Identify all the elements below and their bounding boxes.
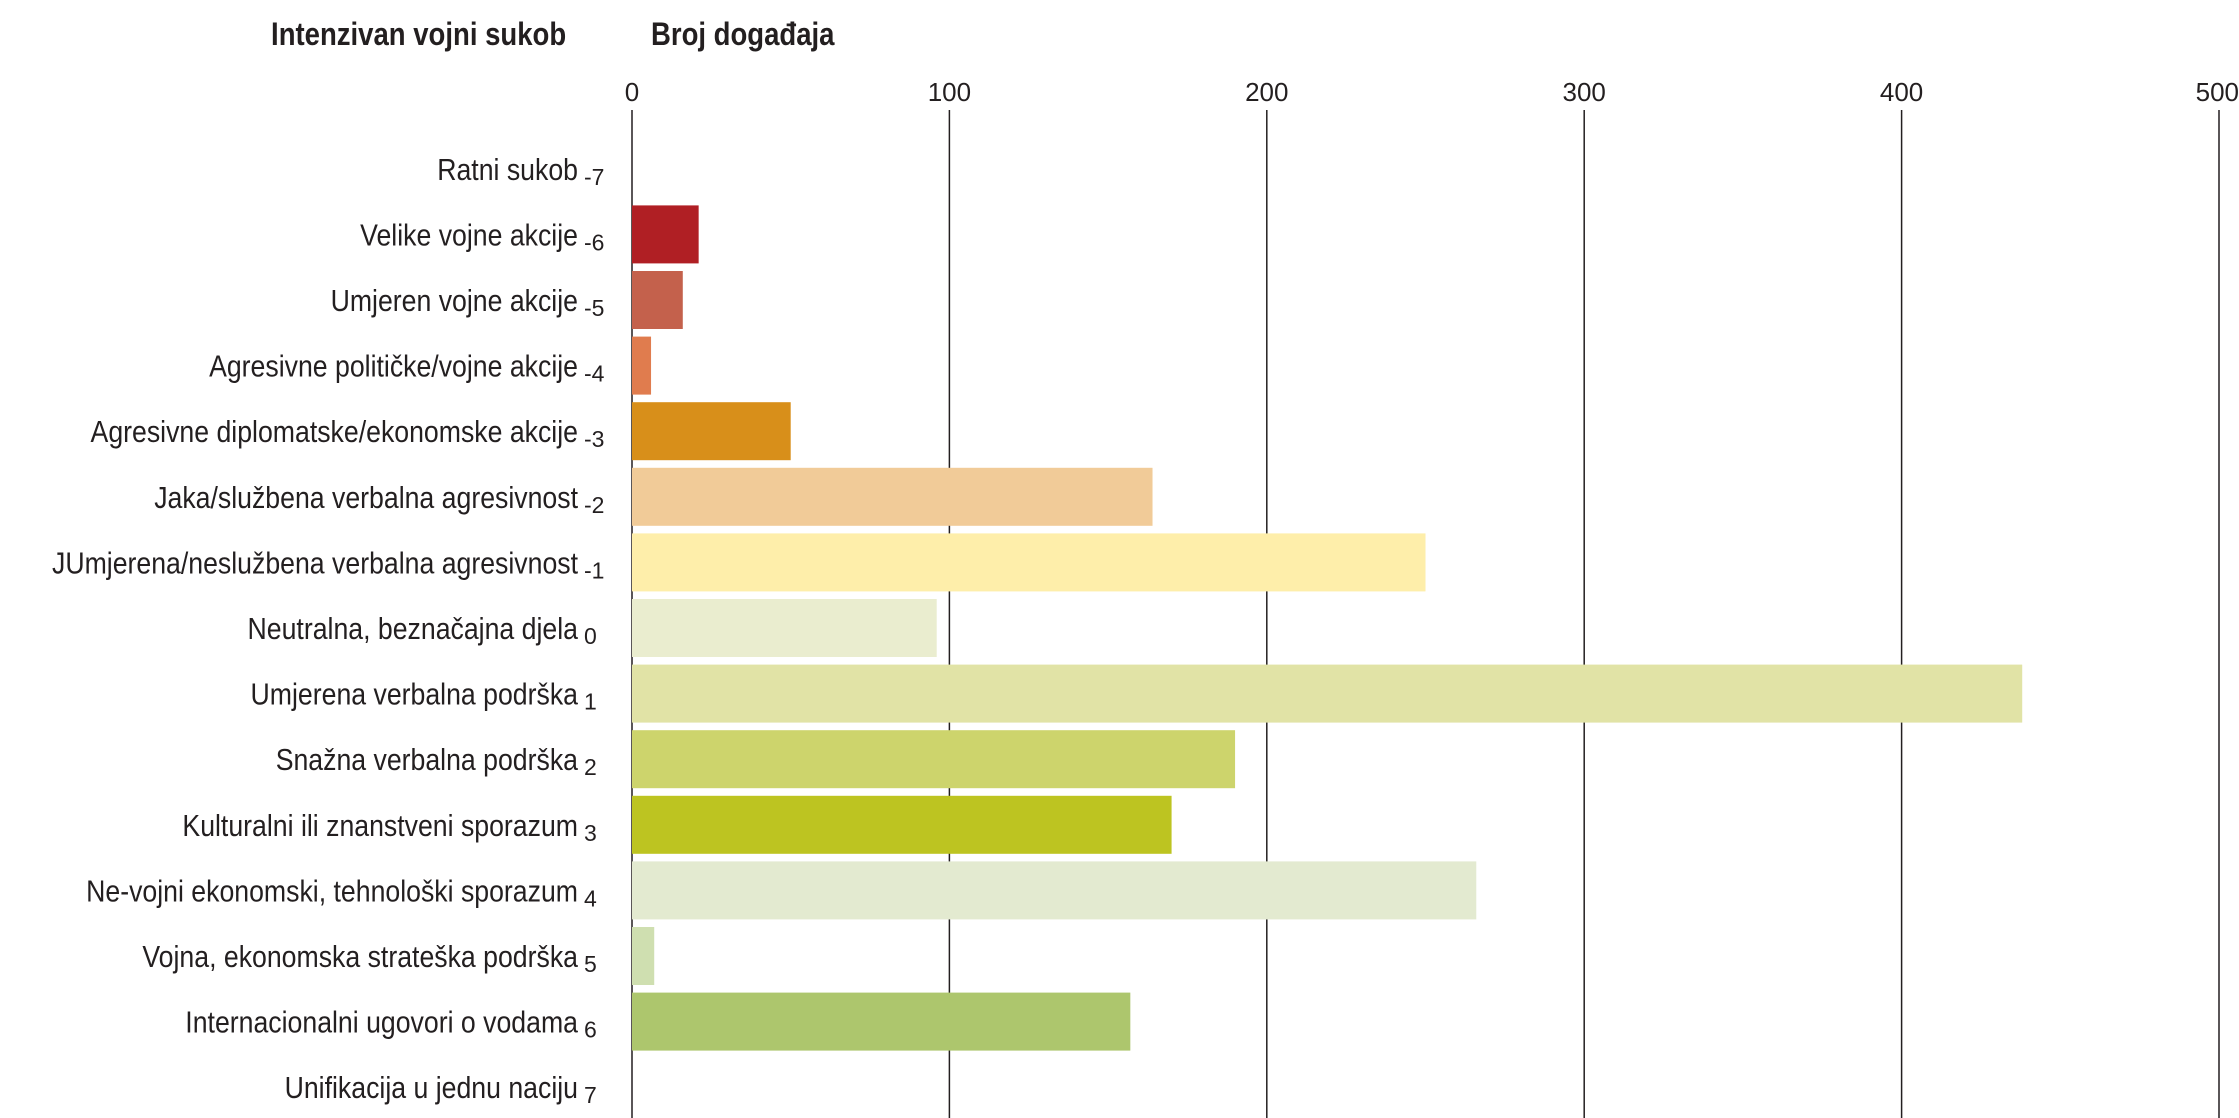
bar: [632, 271, 683, 329]
row-code: 4: [584, 885, 597, 911]
row-label: Neutralna, beznačajna djela: [248, 612, 579, 646]
row-label: Ratni sukob: [437, 153, 578, 187]
bar: [632, 795, 1172, 854]
row-label: Ne-vojni ekonomski, tehnološki sporazum: [86, 875, 578, 909]
category-header: Intenzivan vojni sukob: [270, 16, 566, 52]
row-label: Unifikacija u jednu naciju: [285, 1071, 578, 1105]
row-label: Jaka/službena verbalna agresivnost: [154, 481, 578, 515]
row-code: 5: [584, 951, 597, 977]
row-code: 6: [584, 1017, 597, 1043]
row-label: Snažna verbalna podrška: [276, 743, 579, 777]
row-code: 1: [584, 689, 597, 715]
row-code: 0: [584, 623, 597, 649]
bar: [632, 730, 1236, 789]
bar: [632, 927, 655, 985]
row-label: Agresivne političke/vojne akcije: [209, 350, 578, 384]
bar: [632, 467, 1153, 526]
x-tick-label: 200: [1245, 77, 1288, 107]
bars: [632, 205, 2023, 1051]
row-code: 3: [584, 820, 597, 846]
row-code: -7: [584, 164, 604, 190]
row-code: -3: [584, 426, 604, 452]
bar: [632, 992, 1131, 1051]
row-code: 7: [584, 1082, 597, 1108]
row-label: Velike vojne akcije: [360, 219, 578, 253]
row-label: Kulturalni ili znanstveni sporazum: [182, 809, 578, 843]
bar: [632, 533, 1426, 592]
x-tick-label: 100: [928, 77, 971, 107]
bar: [632, 336, 652, 395]
x-tick-label: 400: [1880, 77, 1923, 107]
row-labels: Ratni sukob -7 Velike vojne akcije -6 Umjere…: [52, 153, 605, 1108]
row-label: Umjeren vojne akcije: [331, 284, 578, 318]
bar: [632, 402, 791, 461]
value-header: Broj događaja: [651, 16, 835, 52]
row-code: -1: [584, 557, 604, 583]
row-label: Internacionalni ugovori o vodama: [185, 1006, 579, 1040]
x-tick-labels: 0 100 200 300 400 500: [625, 77, 2239, 107]
row-label: JUmjerena/neslužbena verbalna agresivnos…: [52, 547, 578, 581]
bar: [632, 861, 1477, 920]
row-label: Agresivne diplomatske/ekonomske akcije: [91, 415, 578, 449]
row-code: -2: [584, 492, 604, 518]
x-tick-label: 500: [2196, 77, 2239, 107]
bar: [632, 205, 699, 264]
row-code: -6: [584, 229, 604, 255]
row-code: 2: [584, 754, 597, 780]
bar: [632, 664, 2023, 723]
x-tick-label: 0: [625, 77, 639, 107]
row-label: Vojna, ekonomska strateška podrška: [142, 940, 578, 974]
row-code: -4: [584, 361, 605, 387]
row-code: -5: [584, 295, 604, 321]
bar: [632, 599, 937, 657]
x-tick-label: 300: [1563, 77, 1606, 107]
row-label: Umjerena verbalna podrška: [251, 678, 579, 712]
